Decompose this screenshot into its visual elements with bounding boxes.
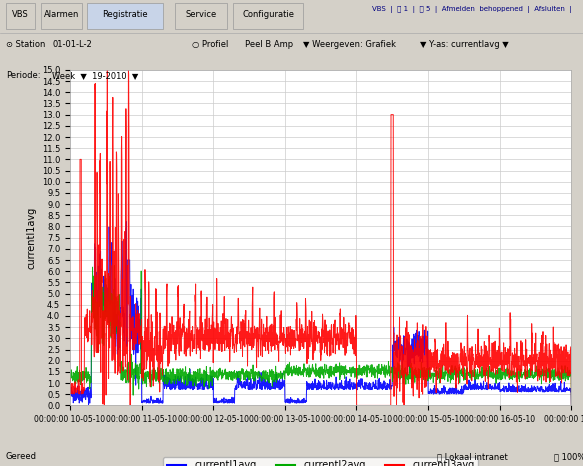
Text: Peel B Amp: Peel B Amp [245, 40, 293, 49]
Text: Week  ▼  19-2010  ▼: Week ▼ 19-2010 ▼ [52, 71, 139, 80]
Text: ▼ Weergeven: Grafiek: ▼ Weergeven: Grafiek [303, 40, 396, 49]
Text: ▼ Y-as: currentIavg ▼: ▼ Y-as: currentIavg ▼ [420, 40, 508, 49]
Text: Configuratie: Configuratie [242, 10, 294, 19]
FancyBboxPatch shape [175, 3, 227, 29]
Text: ⊙ Station: ⊙ Station [6, 40, 45, 49]
Legend: currentI1avg, currentI2avg, currentI3avg: currentI1avg, currentI2avg, currentI3avg [163, 457, 478, 466]
Text: VBS  |  🖥 1  |  🔒 5  |  Afmelden  behoppened  |  Afsluiten  |: VBS | 🖥 1 | 🔒 5 | Afmelden behoppened | … [371, 6, 571, 14]
Text: Periode:: Periode: [6, 71, 40, 80]
Text: 🌐 Lokaal intranet: 🌐 Lokaal intranet [437, 452, 508, 461]
Text: VBS: VBS [12, 10, 29, 19]
Text: Gereed: Gereed [6, 452, 37, 461]
FancyBboxPatch shape [233, 3, 303, 29]
Text: Alarmen: Alarmen [44, 10, 79, 19]
FancyBboxPatch shape [41, 3, 82, 29]
FancyBboxPatch shape [87, 3, 163, 29]
Text: 01-01-L-2: 01-01-L-2 [52, 40, 92, 49]
FancyBboxPatch shape [6, 3, 35, 29]
Y-axis label: currentI1avg: currentI1avg [26, 206, 36, 269]
Text: ○ Profiel: ○ Profiel [192, 40, 229, 49]
Text: Service: Service [185, 10, 217, 19]
Text: Registratie: Registratie [103, 10, 148, 19]
Text: 🔍 100%  ▼: 🔍 100% ▼ [554, 452, 583, 461]
